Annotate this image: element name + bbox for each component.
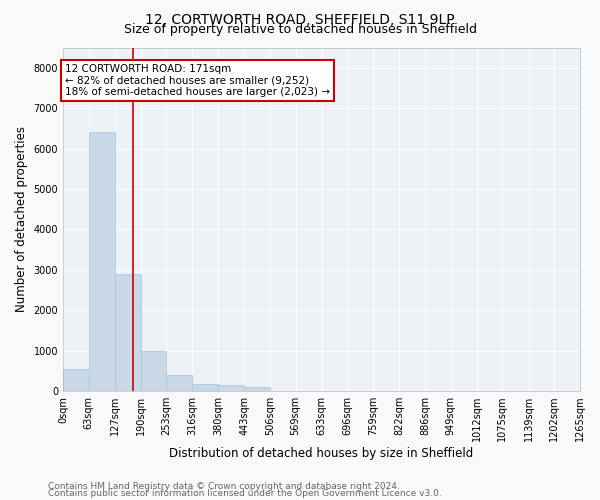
Bar — [218, 385, 244, 391]
Bar — [166, 375, 192, 391]
X-axis label: Distribution of detached houses by size in Sheffield: Distribution of detached houses by size … — [169, 447, 473, 460]
Bar — [140, 352, 166, 391]
Bar — [244, 387, 270, 391]
Bar — [115, 274, 140, 391]
Y-axis label: Number of detached properties: Number of detached properties — [15, 126, 28, 312]
Bar — [192, 384, 218, 391]
Bar — [63, 369, 89, 391]
Text: 12 CORTWORTH ROAD: 171sqm
← 82% of detached houses are smaller (9,252)
18% of se: 12 CORTWORTH ROAD: 171sqm ← 82% of detac… — [65, 64, 330, 97]
Text: 12, CORTWORTH ROAD, SHEFFIELD, S11 9LP: 12, CORTWORTH ROAD, SHEFFIELD, S11 9LP — [145, 12, 455, 26]
Text: Contains public sector information licensed under the Open Government Licence v3: Contains public sector information licen… — [48, 489, 442, 498]
Bar — [89, 132, 115, 391]
Text: Contains HM Land Registry data © Crown copyright and database right 2024.: Contains HM Land Registry data © Crown c… — [48, 482, 400, 491]
Text: Size of property relative to detached houses in Sheffield: Size of property relative to detached ho… — [124, 22, 476, 36]
